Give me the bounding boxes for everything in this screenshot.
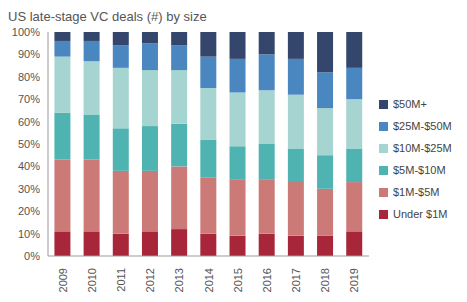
html-text:$10M-$25M: $10M-$25M <box>393 142 452 154</box>
svg-text:2009: 2009 <box>57 268 69 292</box>
svg-text:2016: 2016 <box>261 268 273 292</box>
svg-text:2019: 2019 <box>348 268 360 292</box>
svg-text:0%: 0% <box>24 250 40 262</box>
svg-text:70%: 70% <box>18 93 40 105</box>
svg-text:60%: 60% <box>18 116 40 128</box>
svg-text:40%: 40% <box>18 160 40 172</box>
svg-text:50%: 50% <box>18 138 40 150</box>
svg-text:2012: 2012 <box>144 268 156 292</box>
svg-text:2014: 2014 <box>203 268 215 292</box>
svg-text:2011: 2011 <box>115 268 127 292</box>
html-text:US late-stage VC deals (#) by: US late-stage VC deals (#) by size <box>8 9 207 24</box>
svg-text:2018: 2018 <box>319 268 331 292</box>
svg-text:10%: 10% <box>18 228 40 240</box>
svg-text:30%: 30% <box>18 183 40 195</box>
svg-text:80%: 80% <box>18 71 40 83</box>
html-text:Under $1M: Under $1M <box>393 208 448 220</box>
svg-text:2013: 2013 <box>173 268 185 292</box>
svg-text:90%: 90% <box>18 48 40 60</box>
html-text:$50M+: $50M+ <box>393 98 427 110</box>
svg-text:100%: 100% <box>12 26 40 38</box>
html-text:$5M-$10M: $5M-$10M <box>393 164 446 176</box>
html-text:$25M-$50M: $25M-$50M <box>393 120 452 132</box>
svg-text:2017: 2017 <box>290 268 302 292</box>
svg-text:2015: 2015 <box>232 268 244 292</box>
html-text:$1M-$5M: $1M-$5M <box>393 186 440 198</box>
svg-text:2010: 2010 <box>86 268 98 292</box>
svg-text:20%: 20% <box>18 205 40 217</box>
